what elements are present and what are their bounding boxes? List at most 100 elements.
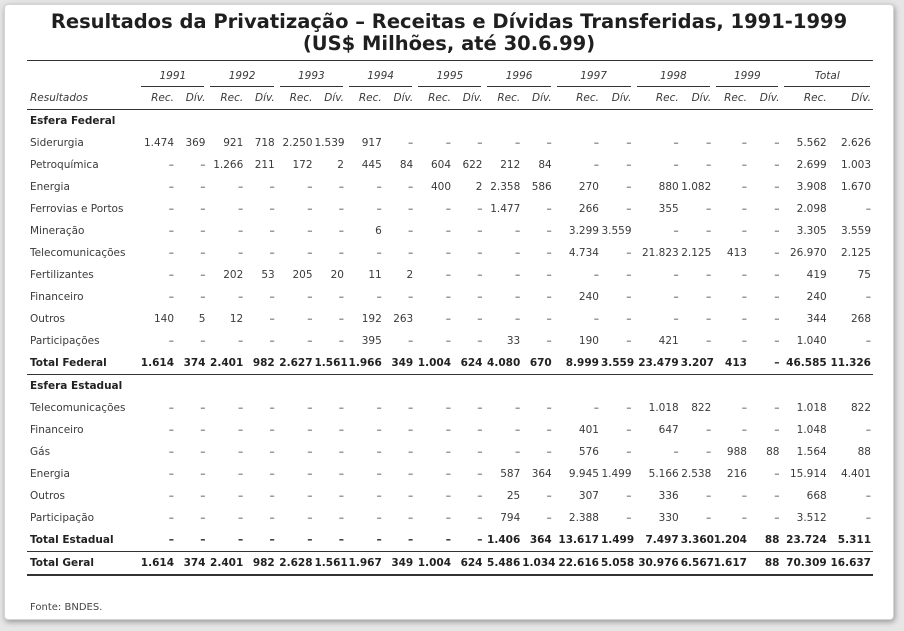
- div-value: –: [774, 424, 780, 436]
- year-label: 1996: [487, 69, 551, 87]
- div-value: 1.561: [314, 352, 348, 375]
- rec-value: 21.823: [641, 247, 679, 259]
- rec-value: –: [741, 512, 747, 524]
- rec-value: 3.299: [568, 225, 599, 237]
- div-header: Dív.: [314, 87, 346, 110]
- rec-value: –: [168, 335, 174, 347]
- div-value: 3.360: [680, 529, 714, 552]
- title-line-1: Resultados da Privatização – Receitas e …: [50, 10, 848, 33]
- rec-value: –: [673, 137, 679, 149]
- rec-value: –: [376, 291, 382, 303]
- rec-value: 266: [578, 203, 599, 215]
- rec-value: 921: [223, 137, 244, 149]
- rec-value: 401: [578, 424, 599, 436]
- rec-value: 30.976: [633, 551, 681, 576]
- div-value: –: [338, 225, 344, 237]
- rec-value: 421: [658, 335, 679, 347]
- div-value: –: [200, 335, 206, 347]
- div-value: –: [269, 402, 275, 414]
- div-value: –: [706, 203, 712, 215]
- rec-value: –: [376, 468, 382, 480]
- rec-value: –: [345, 529, 384, 552]
- rec-value: 4.734: [568, 247, 599, 259]
- rec-value: –: [168, 269, 174, 281]
- rec-value: 192: [361, 313, 382, 325]
- div-value: 2.125: [840, 247, 871, 259]
- rec-value: –: [376, 512, 382, 524]
- table-row: Outros 140 5 12 – – – 192 263 – – – – – – – – – – 344 268: [27, 308, 873, 330]
- rec-value: –: [741, 335, 747, 347]
- div-value: –: [269, 468, 275, 480]
- rec-value: –: [168, 446, 174, 458]
- div-value: –: [176, 529, 208, 552]
- rec-value: 445: [361, 159, 382, 171]
- rec-value: –: [238, 335, 244, 347]
- div-value: –: [546, 402, 552, 414]
- rec-value: 4.080: [484, 352, 523, 375]
- div-value: 6.567: [680, 551, 714, 576]
- rec-value: –: [673, 291, 679, 303]
- div-value: –: [706, 291, 712, 303]
- rec-value: –: [593, 269, 599, 281]
- rec-value: 988: [726, 446, 747, 458]
- div-value: –: [338, 490, 344, 502]
- div-value: –: [200, 269, 206, 281]
- div-value: –: [477, 446, 483, 458]
- div-value: –: [546, 269, 552, 281]
- privatization-table: 1991 1992 1993 1994 1995 1996 1997 1998 1999 Tota…: [27, 60, 873, 576]
- rec-value: –: [168, 247, 174, 259]
- rec-value: 1.477: [490, 203, 521, 215]
- table-row: Petroquímica – –1.266 211 172 2 445 84 604 622 212…: [27, 154, 873, 176]
- rec-value: 212: [500, 159, 521, 171]
- div-value: –: [774, 512, 780, 524]
- rec-value: 15.914: [789, 468, 827, 480]
- div-value: –: [269, 291, 275, 303]
- rec-value: 3.305: [796, 225, 827, 237]
- div-value: –: [706, 137, 712, 149]
- rec-value: 413: [726, 247, 747, 259]
- div-value: –: [546, 247, 552, 259]
- div-value: –: [407, 446, 414, 458]
- div-header: Dív.: [522, 87, 554, 110]
- rec-value: –: [168, 225, 174, 237]
- rec-value: 7.497: [633, 529, 681, 552]
- div-value: –: [626, 203, 632, 215]
- rec-value: –: [238, 468, 244, 480]
- div-value: –: [626, 159, 632, 171]
- rec-value: –: [376, 490, 382, 502]
- div-value: 374: [176, 551, 208, 576]
- year-label: 1993: [279, 69, 343, 87]
- div-value: –: [407, 335, 414, 347]
- div-value: 211: [254, 159, 275, 171]
- div-value: –: [626, 424, 632, 436]
- rec-value: 3.908: [796, 181, 827, 193]
- div-value: –: [200, 446, 206, 458]
- row-label: Energia: [30, 468, 70, 480]
- rec-value: –: [238, 446, 244, 458]
- rec-value: 190: [578, 335, 599, 347]
- div-value: –: [706, 269, 712, 281]
- rec-value: 6: [375, 225, 382, 237]
- div-value: 2.626: [840, 137, 871, 149]
- div-value: 263: [393, 313, 414, 325]
- rec-value: 216: [726, 468, 747, 480]
- sub-header-row: Resultados Rec. Dív. Rec. Dív. Rec. Dív. Rec. Dí…: [27, 87, 873, 110]
- div-value: 982: [245, 551, 277, 576]
- year-header: 1997: [553, 60, 634, 87]
- div-value: –: [200, 512, 206, 524]
- div-value: –: [407, 468, 414, 480]
- rec-value: –: [445, 313, 451, 325]
- div-value: 1.034: [522, 551, 555, 576]
- rec-value: –: [445, 291, 451, 303]
- rec-value: 794: [500, 512, 521, 524]
- div-header: Dív.: [176, 87, 208, 110]
- total-estadual-row: Total Estadual – – – – – – – – – –1.406 364 13.617 1.…: [27, 529, 873, 552]
- rec-value: –: [307, 490, 313, 502]
- div-value: 88: [766, 446, 780, 458]
- div-value: –: [774, 181, 780, 193]
- year-header: 1993: [276, 60, 346, 87]
- rec-value: –: [445, 424, 451, 436]
- rec-value: 355: [658, 203, 679, 215]
- rec-value: 46.585: [781, 352, 829, 375]
- div-value: –: [774, 159, 780, 171]
